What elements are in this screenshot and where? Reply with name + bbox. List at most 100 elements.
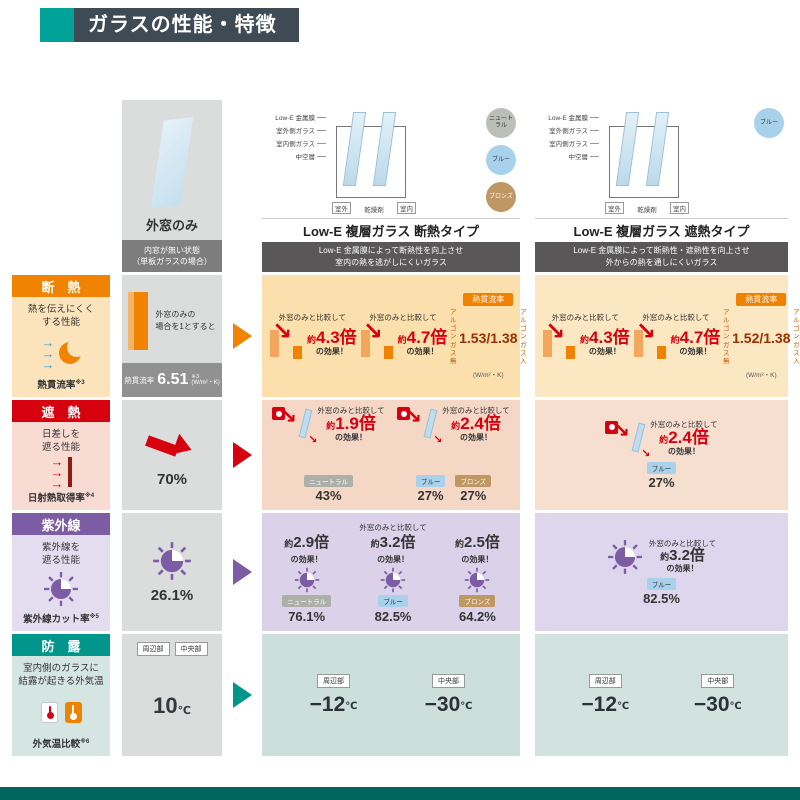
sun-deflect-icon: ↘ ↘ (605, 418, 650, 459)
color-chip-blue: ブルー (754, 108, 784, 138)
metric-note: ※6 (80, 738, 90, 745)
label-outdoor: 室外 (605, 202, 624, 214)
arrow-right-icon: → (41, 334, 55, 350)
color-chip-blue: ブルー (486, 145, 516, 175)
down-right-arrow-icon: ↘ (635, 317, 656, 345)
row-title-heat-shield: 遮 熱 (12, 400, 110, 422)
label-lowe-film: Low-E 金属膜 (548, 115, 588, 122)
factor-prefix: 約 (670, 334, 680, 345)
bar-icon (128, 292, 149, 350)
arrow-head (171, 433, 196, 460)
compare-text: 外窓のみと比較して (650, 419, 718, 429)
effect-text: の効果！ (335, 433, 367, 443)
temperature-unit: ℃ (177, 704, 191, 717)
row-title-condensation: 防 露 (12, 634, 110, 656)
temperature-unit: ℃ (460, 700, 473, 712)
compare-text: 外窓のみと比較して (642, 312, 710, 322)
baseline-bar: 外窓のみの 場合を1とすると (122, 275, 222, 363)
result-value: 43% (315, 488, 342, 503)
effect-group: 約2.5倍 の効果！ ブロンズ 64.2% (455, 520, 500, 624)
down-right-arrow-icon: ↘ (612, 418, 630, 442)
lowe-glass-diagram: Low-E 金属膜 室外側ガラス 室内側ガラス 中空層 室外 乾燥剤 室内 (535, 100, 788, 218)
factor-value: 4.7倍 (679, 327, 721, 347)
diagram-label: Low-E 金属膜 (539, 112, 599, 122)
outer-column-note: 内窓が無い状態 （単板ガラスの場合） (122, 240, 222, 272)
bar-icon (383, 345, 393, 359)
effect-text: の効果！ (377, 555, 410, 564)
sun-deflect-icon: ↘ ↘ (397, 406, 442, 446)
u-value-label: 熱貫流率 (463, 293, 514, 307)
label-outdoor-glass: 室外側ガラス (276, 128, 315, 135)
effect-group: ↘ ↘ 外窓のみと比較して 約2.4倍 の効果！ ブルー 27% (395, 406, 512, 503)
row-label-insulation: 断 熱 熱を伝えにくく する性能 → → → 熱貫流率※3 (12, 275, 110, 397)
label-spacer: 中空層 (295, 154, 316, 161)
argon-values: アルゴン ガス無 1.53/1.38 アルゴン ガス入 (449, 309, 527, 366)
u-value-label: 熱貫流率 (736, 293, 787, 307)
effect-row: ↘ 約4.3倍 の効果！ (541, 319, 630, 361)
factor-prefix: 約 (307, 334, 317, 345)
leader-line (317, 142, 326, 144)
row-label-body: 室内側のガラスに 結露が起きる外気温 外気温比較※6 (12, 656, 110, 756)
heat-arrows-icon: → → → (41, 334, 55, 372)
uv-sun-icon (293, 567, 320, 593)
result: ブルー 27% (646, 461, 677, 490)
compare-text: 外窓のみと比較して (359, 523, 427, 533)
compare-text: 外窓のみと比較して (278, 312, 346, 322)
factor-value: 1.9倍 (335, 414, 376, 434)
effect-group: 約2.9倍 の効果！ ニュートラル 76.1% (282, 520, 332, 624)
effect-text: の効果！ (668, 446, 700, 456)
effect-group: ↘ ↘ 外窓のみと比較して 約1.9倍 の効果！ ニュートラル 43% (270, 406, 387, 503)
label-indoor: 室内 (670, 202, 689, 214)
bar-icon (293, 345, 302, 359)
label-lowe-film: Low-E 金属膜 (275, 115, 315, 122)
temperature-value: −12 (581, 692, 617, 716)
improvement-arrow-icon: ↘ (541, 319, 577, 361)
heat-arrows-icon: → → → (51, 455, 64, 490)
leader-line (317, 155, 326, 157)
uv-sun-icon (464, 567, 491, 593)
argon-without-label: アルゴン ガス無 (722, 309, 730, 365)
diagram-label: 中空層 (539, 151, 599, 161)
position-chips: 周辺部 中央部 (122, 642, 222, 656)
u-value-unit: (W/m²・K) (745, 371, 777, 379)
lowe-glass-diagram: Low-E 金属膜 室外側ガラス 室内側ガラス 中空層 室外 乾燥剤 室内 (262, 100, 520, 218)
color-variation-chips: ニュートラル ブルー ブロンズ (486, 104, 516, 216)
factor-prefix: 約 (580, 334, 590, 345)
insulation-outer-cell: 外窓のみの 場合を1とすると 熱貫流率 6.51 ※3 (W/m²・K) (122, 275, 222, 397)
glass-unit-drawing: 室外 乾燥剤 室内 (605, 106, 689, 216)
temperature-value: −30 (424, 692, 461, 716)
result: ブルー 82.5% (643, 577, 680, 606)
row-label-uv: 紫外線 紫外線を 遮る性能 紫外線カット率※5 (12, 513, 110, 631)
insulation-column-desc: Low-E 金属膜によって断熱性を向上させ 室内の熱を逃がしにくいガラス (262, 242, 520, 272)
thermometer-icon (64, 701, 82, 723)
single-glass-pane-icon (150, 117, 194, 209)
effect-row: ↘ ↘ 外窓のみと比較して 約2.4倍 の効果！ (397, 406, 510, 446)
argon-without-label: アルゴン ガス無 (449, 309, 457, 365)
glass-frame (609, 126, 679, 198)
condensation-lowe-shield-cell: 周辺部 −12 ℃ 中央部 −30 ℃ (535, 634, 788, 756)
factor-prefix: 約 (326, 421, 336, 432)
sun-icon (605, 420, 619, 434)
heat-shield-lowe-insulation-cell: ↘ ↘ 外窓のみと比較して 約1.9倍 の効果！ ニュートラル 43% (262, 400, 520, 510)
compare-text: 外窓のみと比較して (317, 406, 385, 416)
row-desc: 室内側のガラスに 結露が起きる外気温 (18, 663, 104, 687)
bar-icon (633, 329, 643, 357)
u-value-side: ※3 (W/m²・K) (191, 374, 219, 387)
factor: 約4.3倍 の効果！ (307, 327, 357, 356)
baseline-note: 外窓のみの 場合を1とすると (155, 310, 216, 331)
row-label-heat-shield: 遮 熱 日差しを 遮る性能 → → → 日射熱取得率※4 (12, 400, 110, 510)
effect-text: の効果！ (679, 346, 712, 356)
arrow-right-icon: → (41, 356, 55, 372)
page-header: ガラスの性能・特徴 (40, 8, 299, 42)
factor-value: 4.3倍 (316, 327, 357, 347)
results: ニュートラル 43% (304, 475, 353, 503)
right-triangle-arrow-icon (232, 682, 252, 708)
metric-name: 外気温比較 (32, 739, 81, 750)
result: ニュートラル 43% (304, 475, 353, 503)
label-indoor-glass: 室内側ガラス (549, 141, 588, 148)
factor-prefix: 約 (454, 539, 464, 550)
shield-column-title: Low-E 複層ガラス 遮熱タイプ (535, 218, 788, 242)
temperature-unit: ℃ (729, 700, 742, 712)
u-value: 1.52/1.38 (732, 329, 791, 346)
